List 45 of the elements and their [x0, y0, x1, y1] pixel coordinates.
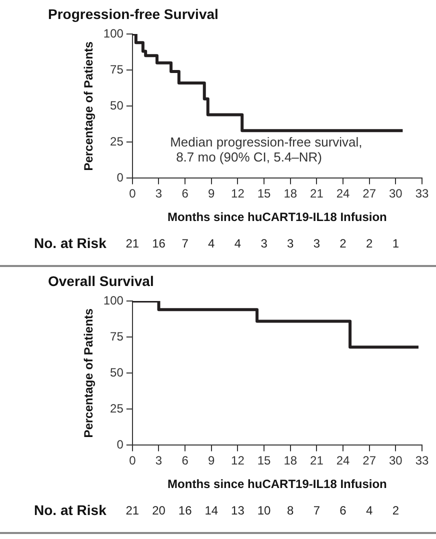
- y-tick-label: 50: [110, 365, 124, 380]
- x-tick-label: 24: [336, 186, 350, 201]
- y-tick-label: 0: [116, 438, 124, 452]
- x-tick-label: 30: [388, 186, 403, 201]
- x-tick-label: 12: [231, 186, 245, 201]
- text: 21 16 7 4 4 3 3 3 2 2 1: [126, 236, 400, 251]
- x-tick-label: 15: [257, 186, 272, 201]
- chart-title: Progression-free Survival: [48, 6, 218, 22]
- y-tick-label: 0: [116, 170, 124, 185]
- y-tick-label: 75: [110, 329, 124, 344]
- y-axis-title: Percentage of Patients: [82, 308, 96, 438]
- x-tick-label: 6: [182, 186, 189, 201]
- x-tick-label: 9: [208, 186, 216, 201]
- text: 21 20 16 14 13 10 8 7 6 4 2: [126, 504, 400, 518]
- x-tick-label: 30: [388, 454, 403, 468]
- x-tick-label: 9: [208, 454, 216, 468]
- x-tick-label: 3: [155, 186, 162, 201]
- x-tick-label: 18: [284, 454, 298, 468]
- x-tick-label: 33: [415, 186, 429, 201]
- y-tick-label: 100: [103, 26, 124, 40]
- x-tick-label: 24: [336, 454, 350, 468]
- x-axis-title: Months since huCART19-IL18 Infusion: [168, 210, 387, 224]
- x-tick-label: 33: [415, 454, 429, 468]
- x-tick-label: 15: [257, 454, 272, 468]
- x-tick-label: 21: [310, 454, 324, 468]
- x-tick-label: 3: [155, 454, 162, 468]
- text: No. at Risk: [34, 235, 107, 252]
- x-tick-label: 18: [284, 186, 298, 201]
- y-tick-label: 25: [110, 401, 124, 416]
- x-axis-title: Months since huCART19-IL18 Infusion: [168, 477, 387, 492]
- x-tick-label: 6: [182, 454, 189, 468]
- x-tick-label: 21: [310, 186, 324, 201]
- x-tick-label: 27: [362, 186, 376, 201]
- x-tick-label: 0: [129, 186, 136, 201]
- x-tick-label: 0: [129, 454, 136, 468]
- y-axis-title: Percentage of Patients: [82, 41, 96, 171]
- y-tick-label: 25: [110, 134, 124, 148]
- y-tick-label: 50: [110, 98, 124, 112]
- y-tick-label: 75: [110, 62, 124, 76]
- x-tick-label: 27: [362, 454, 376, 468]
- chart-title: Overall Survival: [48, 272, 154, 289]
- annotation: Median progression-free survival, 8.7 mo (90% CI, 5.4–NR): [170, 134, 362, 164]
- y-tick-label: 100: [103, 293, 124, 308]
- x-tick-label: 12: [231, 454, 245, 468]
- text: No. at Risk: [34, 502, 107, 518]
